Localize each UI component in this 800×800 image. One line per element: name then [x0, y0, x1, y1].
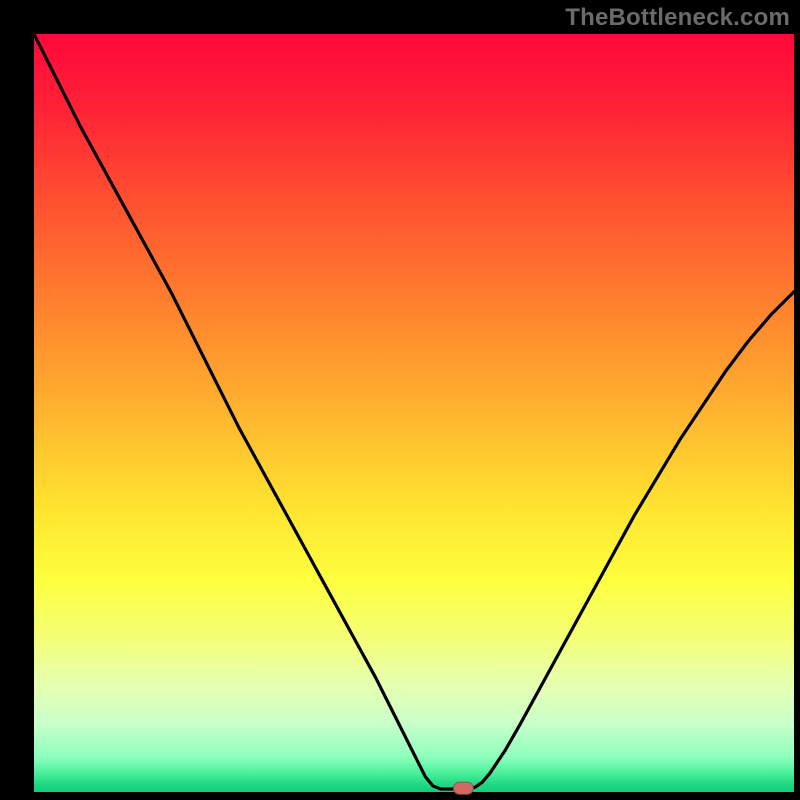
watermark-text: TheBottleneck.com — [565, 4, 790, 32]
plot-area — [34, 34, 794, 792]
optimal-point-marker — [454, 782, 474, 794]
bottleneck-chart — [0, 0, 800, 800]
chart-stage: TheBottleneck.com — [0, 0, 800, 800]
